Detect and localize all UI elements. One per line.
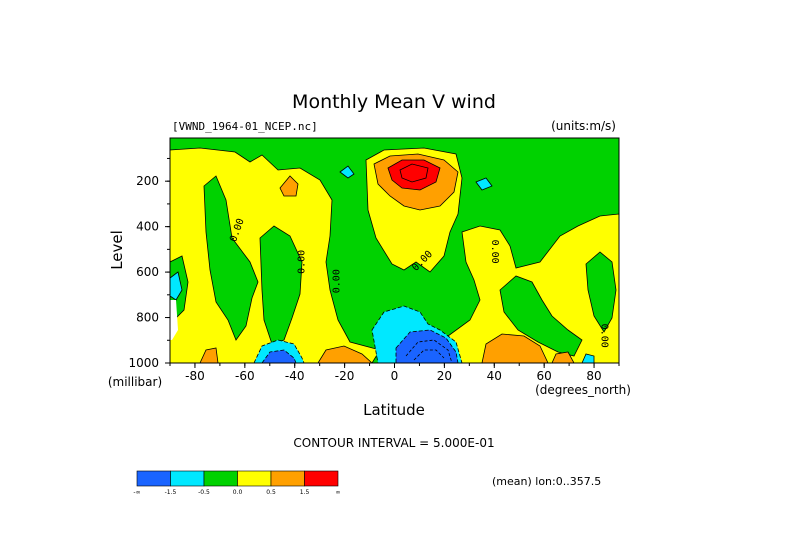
blue-low-contour-1 — [405, 339, 453, 363]
y-tick-label: 1000 — [128, 356, 159, 370]
orange-surface-far-south — [199, 347, 219, 363]
legend-label: 1.5 — [300, 489, 310, 496]
legend-label: -0.5 — [198, 489, 210, 496]
x-tick-label: 40 — [487, 369, 502, 383]
white-edge — [170, 300, 178, 340]
units-label: (units:m/s) — [551, 119, 616, 133]
y-tick-label: 400 — [136, 220, 159, 234]
green-pocket-east-2 — [585, 251, 617, 333]
y-axis-unit: (millibar) — [108, 375, 162, 389]
x-tick-label: -40 — [285, 369, 305, 383]
legend-label: -∞ — [133, 489, 140, 496]
x-tick-label: 0 — [391, 369, 399, 383]
red-jet-inner — [399, 163, 429, 183]
x-tick-label: -80 — [185, 369, 205, 383]
y-tick-label: 200 — [136, 174, 159, 188]
legend-swatch — [237, 470, 272, 487]
legend-label: 0.0 — [233, 489, 243, 496]
x-tick-label: -20 — [335, 369, 355, 383]
blue-surface-south — [261, 349, 297, 363]
mean-label: (mean) lon:0..357.5 — [492, 475, 601, 488]
x-axis: -80 -60 -40 -20 0 20 40 60 80 — [169, 363, 620, 383]
y-axis: 200 400 600 800 1000 — [128, 157, 170, 370]
legend-label: 0.5 — [266, 489, 276, 496]
blue-low-contour-2 — [413, 349, 445, 361]
orange-surface-east — [481, 333, 549, 363]
blue-surface-low — [395, 329, 459, 363]
chart-title: Monthly Mean V wind — [292, 91, 496, 113]
y-tick-label: 600 — [136, 265, 159, 279]
contour-interval-label: CONTOUR INTERVAL = 5.000E-01 — [293, 436, 494, 450]
orange-surface-south — [317, 345, 373, 363]
orange-south-mid — [279, 175, 299, 197]
x-axis-label: Latitude — [363, 401, 425, 419]
contour-label: 0.00 — [332, 269, 343, 293]
legend-swatch — [270, 470, 305, 487]
color-legend: -∞ -1.5 -0.5 0.0 0.5 1.5 ∞ — [133, 470, 341, 496]
y-axis-label: Level — [108, 230, 126, 270]
cyan-small-1 — [339, 165, 355, 179]
contour-field — [170, 138, 619, 363]
y-tick-label: 800 — [136, 311, 159, 325]
cyan-edge — [170, 271, 183, 301]
legend-label: -1.5 — [165, 489, 177, 496]
legend-swatch — [203, 470, 238, 487]
green-pocket-east — [499, 275, 583, 357]
x-tick-label: 20 — [437, 369, 452, 383]
legend-swatch — [170, 470, 205, 487]
cyan-small-2 — [475, 177, 493, 191]
x-tick-label: 60 — [537, 369, 552, 383]
contour-label: 0.00 — [297, 250, 308, 274]
contour-label: 0.00 — [599, 324, 610, 348]
cyan-corner-east — [581, 353, 595, 363]
legend-label: ∞ — [336, 489, 341, 496]
x-tick-label: 80 — [586, 369, 601, 383]
legend-swatch — [136, 470, 171, 487]
x-tick-label: -60 — [235, 369, 255, 383]
orange-surface-far-east — [551, 351, 575, 363]
x-axis-unit: (degrees_north) — [535, 383, 631, 397]
green-pocket-south-2 — [259, 225, 303, 345]
contour-label: 0.00 — [489, 240, 500, 264]
green-pocket-south — [203, 175, 259, 341]
file-label: [VWND_1964-01_NCEP.nc] — [172, 120, 318, 133]
legend-swatch — [304, 470, 339, 487]
